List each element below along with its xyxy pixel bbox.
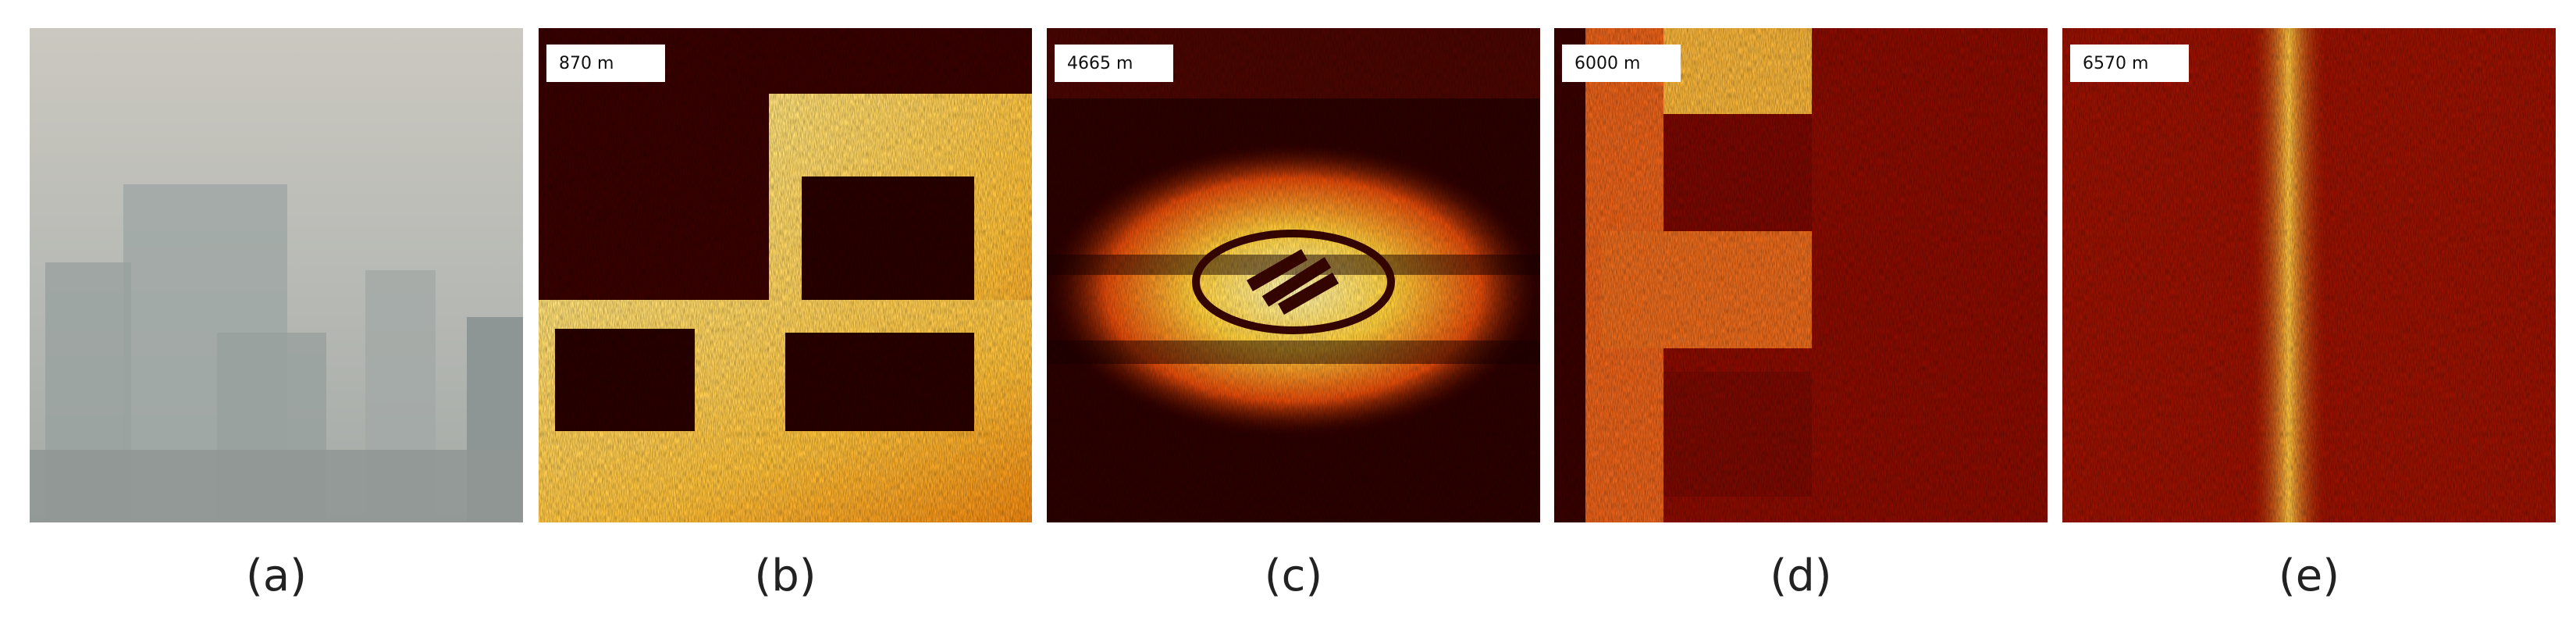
distance-box	[1562, 45, 1681, 82]
panel-label: (e)	[2279, 551, 2339, 601]
distance-label: 6570 m	[2083, 54, 2148, 73]
distance-label: 6000 m	[1574, 54, 1640, 73]
lidar-panel	[1554, 28, 2048, 522]
lidar-panel	[1047, 28, 1540, 522]
panel-label: (c)	[1265, 551, 1322, 601]
lidar-panel	[2062, 28, 2556, 522]
panel-label: (a)	[246, 551, 307, 601]
distance-label: 870 m	[559, 54, 614, 73]
distance-label: 4665 m	[1067, 54, 1133, 73]
distance-box	[2070, 45, 2189, 82]
panel-label: (b)	[754, 551, 816, 601]
photo-panel	[30, 28, 523, 522]
panel-label: (d)	[1770, 551, 1831, 601]
annotations: (a) (b) 870 m (c) 4665 m (d) 6000 m (e) 6570 m	[246, 45, 2339, 601]
distance-box	[1055, 45, 1173, 82]
distance-box	[546, 45, 665, 82]
lidar-panel	[539, 28, 1032, 522]
